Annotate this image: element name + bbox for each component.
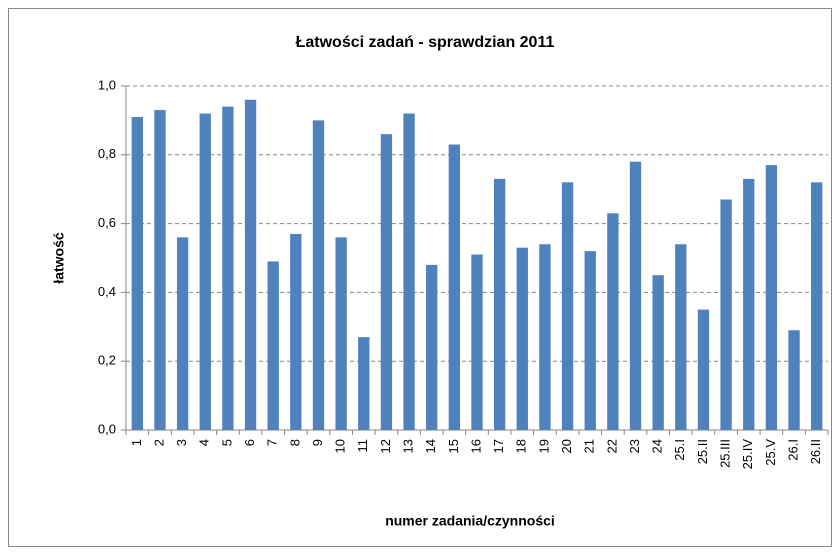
x-tick-label: 6 (242, 439, 257, 446)
x-tick-label: 10 (333, 439, 348, 453)
x-tick-label: 19 (536, 439, 551, 453)
bar (493, 178, 506, 430)
bar (629, 161, 642, 430)
x-tick-label: 25.III (718, 439, 733, 468)
bar (697, 309, 710, 430)
x-tick-label: 3 (174, 439, 189, 446)
x-tick-label: 25.II (695, 439, 710, 464)
bar (358, 337, 370, 430)
y-tick-label: 0,4 (98, 284, 116, 299)
bar (652, 275, 664, 430)
y-tick-label: 0,6 (98, 215, 116, 230)
bar (244, 99, 257, 430)
x-tick-label: 9 (310, 439, 325, 446)
bar (607, 213, 619, 430)
x-tick-label: 13 (401, 439, 416, 453)
bar (811, 182, 823, 430)
bar (131, 116, 143, 431)
x-tick-label: 4 (197, 439, 212, 446)
bar (176, 237, 189, 430)
bar (403, 113, 415, 431)
bar (380, 134, 393, 430)
y-tick-label: 0,8 (98, 146, 116, 161)
bar (335, 237, 347, 430)
x-tick-label: 2 (151, 439, 166, 446)
x-tick-label: 16 (468, 439, 483, 453)
bar (222, 106, 234, 430)
y-tick-label: 1,0 (98, 77, 116, 92)
bar (312, 120, 325, 431)
x-tick-label: 25.I (672, 439, 687, 461)
x-tick-label: 26.I (785, 439, 800, 461)
bar (448, 144, 461, 431)
x-tick-label: 22 (604, 439, 619, 453)
x-tick-label: 12 (378, 439, 393, 453)
x-axis-title: numer zadania/czynności (385, 513, 555, 529)
chart-title: Łatwości zadań - sprawdzian 2011 (296, 34, 555, 51)
y-tick-label: 0,2 (98, 353, 116, 368)
x-tick-label: 23 (627, 439, 642, 453)
bar (471, 254, 483, 430)
bar (426, 264, 438, 430)
bar (539, 244, 551, 430)
bar (290, 233, 302, 430)
y-axis-title: łatwość (51, 232, 67, 284)
bar (154, 110, 166, 430)
bar (720, 199, 732, 430)
bar (743, 178, 755, 430)
x-tick-label: 21 (582, 439, 597, 453)
x-tick-label: 18 (514, 439, 529, 453)
chart-frame (8, 8, 832, 547)
x-tick-label: 11 (355, 439, 370, 453)
x-tick-label: 15 (446, 439, 461, 453)
x-tick-label: 1 (129, 439, 144, 446)
bar (199, 113, 211, 431)
x-tick-label: 26.II (808, 439, 823, 464)
bar (561, 182, 574, 430)
bar (584, 251, 596, 430)
bar (765, 165, 778, 430)
x-tick-label: 20 (559, 439, 574, 453)
bar (516, 247, 528, 430)
x-tick-label: 24 (650, 439, 665, 453)
x-tick-label: 25.IV (740, 439, 755, 470)
bar (788, 330, 800, 430)
x-tick-label: 8 (287, 439, 302, 446)
x-tick-label: 7 (265, 439, 280, 446)
y-tick-label: 0,0 (98, 421, 116, 436)
x-tick-label: 14 (423, 439, 438, 453)
bar (267, 261, 279, 430)
bar (675, 244, 687, 430)
x-tick-label: 25.V (763, 439, 778, 466)
x-tick-label: 5 (219, 439, 234, 446)
x-tick-label: 17 (491, 439, 506, 453)
